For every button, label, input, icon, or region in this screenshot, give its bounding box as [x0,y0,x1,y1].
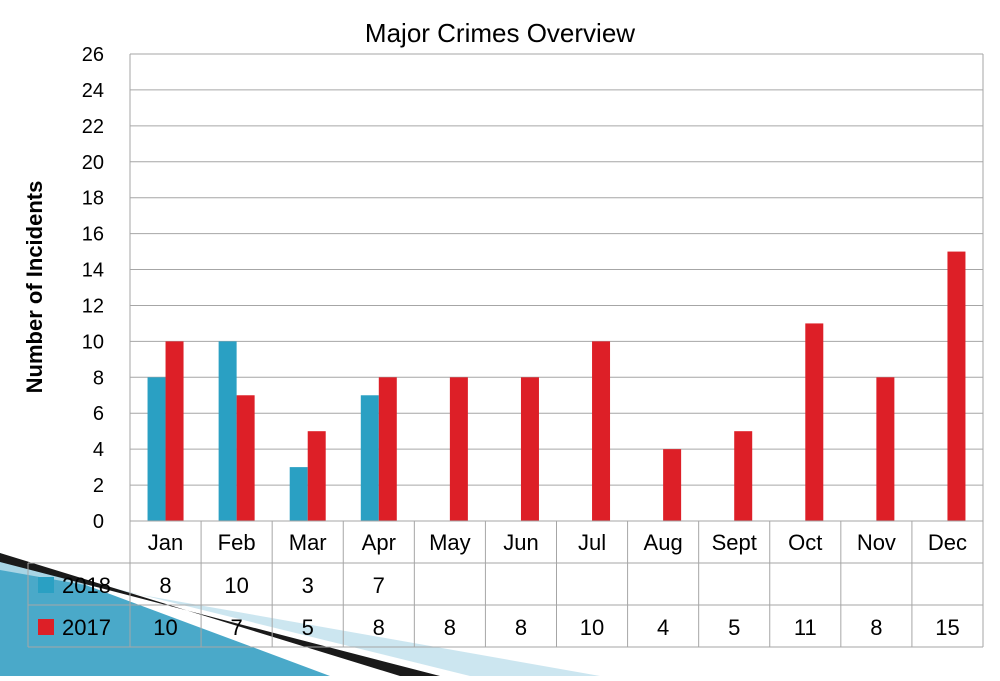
bar-2017-Jul [592,341,611,521]
table-value: 8 [373,615,385,640]
data-table: Jan Feb Mar Apr May Jun Jul Aug Sept Oct Nov Dec 201… [27,520,984,648]
bar-2018-Jan [147,377,166,521]
bar-2017-Dec [947,251,966,522]
bar-2017-May [449,377,468,521]
y-tick-label: 4 [93,439,104,461]
table-value: 5 [728,615,740,640]
bar-2017-Oct [805,323,824,521]
x-tick-label: Sept [712,530,757,555]
table-value: 3 [302,573,314,598]
table-value: 8 [444,615,456,640]
chart-title: Major Crimes Overview [365,18,635,48]
table-value: 8 [870,615,882,640]
table-value: 7 [231,615,243,640]
grid [129,53,984,522]
y-tick-label: 22 [82,116,104,138]
y-tick-label: 6 [93,403,104,425]
x-tick-label: May [429,530,471,555]
y-tick-label: 18 [82,188,104,210]
x-tick-label: Aug [644,530,683,555]
bar-2017-Sept [734,431,753,521]
bars [147,251,966,522]
x-tick-label: Nov [857,530,896,555]
table-value: 8 [515,615,527,640]
x-tick-label: Jun [503,530,538,555]
slide-decoration [0,553,600,676]
x-tick-label: Mar [289,530,327,555]
bar-2018-Mar [289,467,308,521]
x-tick-label: Jan [148,530,183,555]
x-tick-label: Feb [218,530,256,555]
bar-2018-Feb [218,341,237,521]
legend-label: 2018 [62,573,111,598]
table-value: 7 [373,573,385,598]
y-tick-label: 2 [93,475,104,497]
x-tick-label: Oct [788,530,822,555]
y-tick-label: 10 [82,331,104,353]
bar-2017-Feb [236,395,255,521]
legend-key-2018 [38,577,54,593]
bar-2017-Apr [378,377,397,521]
bar-2017-Jun [520,377,539,521]
bar-2017-Mar [307,431,326,521]
table-value: 4 [657,615,669,640]
bar-2017-Jan [165,341,184,521]
table-value: 5 [302,615,314,640]
x-tick-label: Jul [578,530,606,555]
bar-2017-Nov [876,377,895,521]
y-tick-label: 20 [82,152,104,174]
x-tick-label: Apr [362,530,396,555]
x-tick-label: Dec [928,530,967,555]
table-value: 8 [159,573,171,598]
table-value: 10 [153,615,177,640]
y-axis-label: Number of Incidents [22,181,47,394]
legend-label: 2017 [62,615,111,640]
y-tick-label: 0 [93,511,104,533]
y-tick-label: 12 [82,295,104,317]
bar-2017-Aug [663,449,682,521]
y-tick-label: 26 [82,44,104,66]
y-tick-label: 24 [82,80,104,102]
table-value: 10 [224,573,248,598]
table-value: 10 [580,615,604,640]
table-value: 11 [794,615,817,640]
bar-2018-Apr [360,395,379,521]
table-value: 15 [935,615,959,640]
y-tick-label: 14 [82,260,104,282]
y-tick-label: 16 [82,224,104,246]
legend-key-2017 [38,619,54,635]
y-tick-label: 8 [93,367,104,389]
